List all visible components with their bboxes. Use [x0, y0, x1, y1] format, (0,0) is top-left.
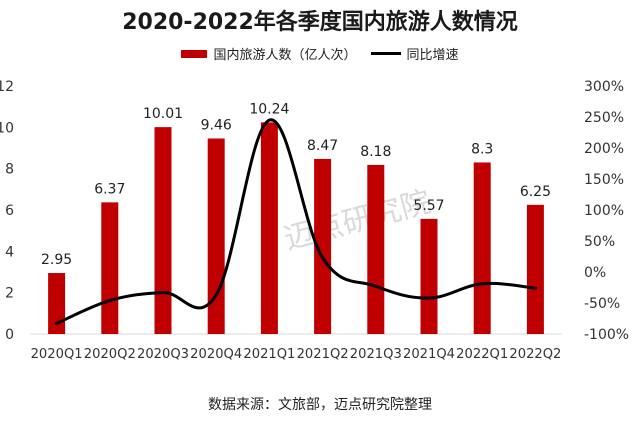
- x-tick-label: 2021Q3: [350, 347, 402, 362]
- bar-value-label: 6.25: [520, 184, 551, 200]
- legend-bar-label: 国内旅游人数（亿人次）: [213, 48, 357, 63]
- bar-value-label: 9.46: [201, 117, 232, 133]
- y-right-tick: 0%: [584, 265, 606, 281]
- bar: [48, 273, 66, 334]
- y-right-tick: 50%: [584, 234, 615, 250]
- bar-value-label: 8.18: [360, 144, 391, 160]
- bar-value-label: 2.95: [41, 252, 72, 268]
- y-left-tick: 10: [0, 120, 14, 136]
- chart-title: 2020-2022年各季度国内旅游人数情况: [122, 10, 518, 35]
- y-right-tick: -50%: [584, 296, 620, 312]
- legend-line-label: 同比增速: [406, 48, 459, 63]
- x-tick-label: 2020Q3: [137, 347, 189, 362]
- x-tick-label: 2020Q4: [190, 347, 242, 362]
- x-tick-label: 2021Q1: [243, 347, 295, 362]
- bar-value-label: 6.37: [94, 181, 125, 197]
- legend-bar-swatch: [181, 49, 208, 58]
- bar: [314, 158, 332, 334]
- x-tick-label: 2021Q2: [297, 347, 349, 362]
- y-left-tick: 4: [5, 244, 14, 260]
- y-left-tick: 0: [5, 327, 14, 343]
- y-right-tick: 250%: [584, 110, 624, 126]
- y-left-tick: 2: [5, 286, 14, 302]
- x-tick-label: 2020Q1: [31, 347, 83, 362]
- bar: [367, 164, 385, 334]
- y-right-tick: 300%: [584, 79, 624, 95]
- y-left-tick: 6: [5, 203, 14, 219]
- x-tick-label: 2020Q2: [84, 347, 136, 362]
- x-tick-label: 2021Q4: [403, 347, 455, 362]
- x-tick-label: 2022Q1: [456, 347, 508, 362]
- x-tick-label: 2022Q2: [509, 347, 561, 362]
- source-note: 数据来源：文旅部，迈点研究院整理: [208, 397, 432, 413]
- y-right-tick: -100%: [584, 327, 629, 343]
- y-right-tick: 200%: [584, 141, 624, 157]
- y-right-tick: 150%: [584, 172, 624, 188]
- growth-line: [55, 118, 537, 325]
- bar: [260, 122, 278, 334]
- bar-value-label: 5.57: [413, 198, 444, 214]
- legend-line-swatch: [370, 52, 401, 55]
- bar: [101, 202, 119, 334]
- y-left-tick: 12: [0, 79, 14, 95]
- bar-value-label: 8.3: [471, 141, 493, 157]
- y-right-tick: 100%: [584, 203, 624, 219]
- bar-value-label: 10.01: [143, 106, 183, 122]
- bar: [526, 204, 544, 334]
- watermark-text: 迈点研究院: [281, 185, 435, 258]
- bar-value-label: 10.24: [249, 101, 289, 117]
- bar: [420, 218, 438, 334]
- y-left-tick: 8: [5, 162, 14, 178]
- bar-value-label: 8.47: [307, 138, 338, 154]
- legend: 国内旅游人数（亿人次） 同比增速: [0, 44, 640, 63]
- bar: [473, 162, 491, 334]
- bar: [154, 127, 172, 334]
